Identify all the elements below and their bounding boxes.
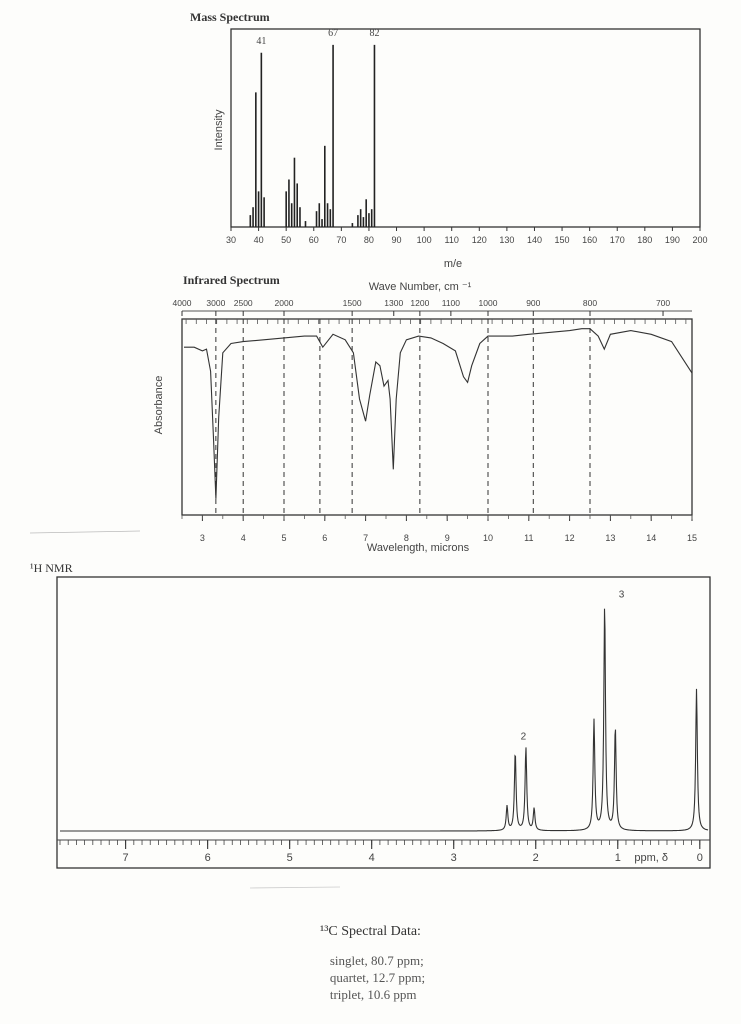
- ir-bottom-tick-label: 6: [322, 533, 327, 543]
- nmr-title: ¹H NMR: [30, 561, 73, 575]
- separator-line: [29, 530, 141, 534]
- nmr-plot-frame: [56, 576, 711, 869]
- c13-line: triplet, 10.6 ppm: [329, 987, 417, 1002]
- ir-bottom-tick-label: 3: [200, 533, 205, 543]
- nmr-tick-label: 5: [287, 852, 293, 864]
- ir-bottom-tick-label: 4: [241, 533, 246, 543]
- ms-xtick-label: 50: [281, 235, 291, 245]
- ir-top-tick-label: 900: [526, 298, 540, 308]
- ms-xtick-label: 180: [637, 235, 652, 245]
- ms-xtick-label: 140: [527, 235, 542, 245]
- ms-peaks: 41 67 82: [249, 28, 379, 227]
- ms-xtick-label: 120: [472, 235, 487, 245]
- nmr-tick-label: 2: [533, 852, 539, 864]
- ms-xtick-label: 70: [336, 235, 346, 245]
- ir-top-tick-label: 2000: [275, 298, 294, 308]
- nmr-integration-label: 3: [619, 590, 625, 601]
- ms-xlabel: m/e: [444, 258, 462, 270]
- ir-top-tick-label: 2500: [234, 298, 253, 308]
- ms-xtick-label: 80: [364, 235, 374, 245]
- ir-bottom-tick-label: 12: [565, 533, 575, 543]
- c13-title: ¹³C Spectral Data:: [320, 924, 421, 939]
- c13-line: quartet, 12.7 ppm;: [329, 970, 426, 985]
- ms-xtick-label: 90: [392, 235, 402, 245]
- ir-top-ticks: 4000 3000 2500 2000 1500 1300 1200 1100 1000 900 8…: [173, 298, 687, 324]
- ir-top-tick-label: 1000: [479, 298, 498, 308]
- nmr-spectrum-line: [60, 608, 709, 832]
- scan-mark: [249, 886, 341, 889]
- ms-xtick-label: 130: [499, 235, 514, 245]
- ms-xtick-label: 200: [692, 235, 707, 245]
- ir-top-tick-label: 700: [656, 298, 670, 308]
- ir-bottom-tick-label: 7: [363, 533, 368, 543]
- ms-xtick-label: 60: [309, 235, 319, 245]
- ir-bottom-tick-label: 15: [687, 533, 697, 543]
- ir-bottom-tick-label: 13: [605, 533, 615, 543]
- nmr-xlabel: ppm, δ: [634, 852, 668, 864]
- ir-dashed-lines: [215, 319, 591, 515]
- ir-bottom-tick-label: 9: [445, 533, 450, 543]
- ir-bottom-tick-label: 14: [646, 533, 656, 543]
- ir-top-tick-label: 1500: [343, 298, 362, 308]
- ir-plot-frame: [181, 318, 693, 516]
- ir-bottom-tick-label: 11: [524, 533, 533, 543]
- ms-peak-label: 41: [256, 36, 266, 47]
- ms-xticks: 30 40 50 60 70 80 90 100 110 120 130 140 150 160 170 18…: [226, 227, 708, 245]
- mass-spectrum: Mass Spectrum Intensity 41 67 82 30 40 50 60 7…: [190, 10, 708, 270]
- ms-peak-label: 67: [328, 28, 338, 39]
- c13-line: singlet, 80.7 ppm;: [329, 953, 424, 968]
- ms-title: Mass Spectrum: [190, 10, 270, 24]
- ir-bottom-tick-label: 8: [404, 533, 409, 543]
- ir-spectrum-line: [184, 328, 693, 499]
- ms-peak-label: 82: [369, 28, 379, 39]
- ir-top-tick-label: 800: [583, 298, 597, 308]
- ir-bottom-tick-label: 10: [483, 533, 493, 543]
- nmr-ticks: 7 6 5 4 3 2 1 0: [59, 840, 703, 864]
- nmr-tick-label: 3: [451, 852, 457, 864]
- ms-xtick-label: 160: [582, 235, 597, 245]
- ms-plot-frame: [230, 28, 701, 228]
- ms-xtick-label: 150: [555, 235, 570, 245]
- ir-bottom-tick-label: 5: [281, 533, 286, 543]
- ir-top-tick-label: 4000: [173, 298, 192, 308]
- ms-xtick-label: 170: [610, 235, 625, 245]
- ir-top-tick-label: 1100: [442, 298, 461, 308]
- ir-bottom-ticks: 3 4 5 6 7 8 9 10 11 12 13 14 15: [181, 515, 697, 543]
- nmr-tick-label: 1: [615, 852, 621, 864]
- nmr-tick-label: 7: [123, 852, 129, 864]
- ir-title: Infrared Spectrum: [183, 273, 280, 287]
- ms-xtick-label: 190: [665, 235, 680, 245]
- infrared-spectrum: Infrared Spectrum Wave Number, cm ⁻¹ Abs…: [153, 273, 697, 554]
- ms-ylabel: Intensity: [213, 109, 225, 150]
- nmr-tick-label: 0: [697, 852, 703, 864]
- ms-xtick-label: 30: [226, 235, 236, 245]
- nmr-tick-label: 6: [205, 852, 211, 864]
- nmr-integration-label: 2: [521, 732, 527, 743]
- ir-top-tick-label: 1300: [384, 298, 403, 308]
- ir-xlabel: Wavelength, microns: [367, 542, 470, 554]
- ms-xtick-label: 110: [445, 235, 459, 245]
- ms-xtick-label: 100: [417, 235, 432, 245]
- nmr-tick-label: 4: [369, 852, 375, 864]
- c13-lines: singlet, 80.7 ppm; quartet, 12.7 ppm; tr…: [330, 952, 425, 1003]
- c13-spectral-data: ¹³C Spectral Data: singlet, 80.7 ppm; qu…: [0, 924, 741, 1004]
- ir-top-axis-label: Wave Number, cm ⁻¹: [369, 281, 472, 293]
- ms-xtick-label: 40: [254, 235, 264, 245]
- ir-top-tick-label: 1200: [410, 298, 429, 308]
- ir-ylabel: Absorbance: [153, 376, 165, 435]
- ir-top-tick-label: 3000: [206, 298, 225, 308]
- nmr-integrations: 23: [521, 590, 625, 743]
